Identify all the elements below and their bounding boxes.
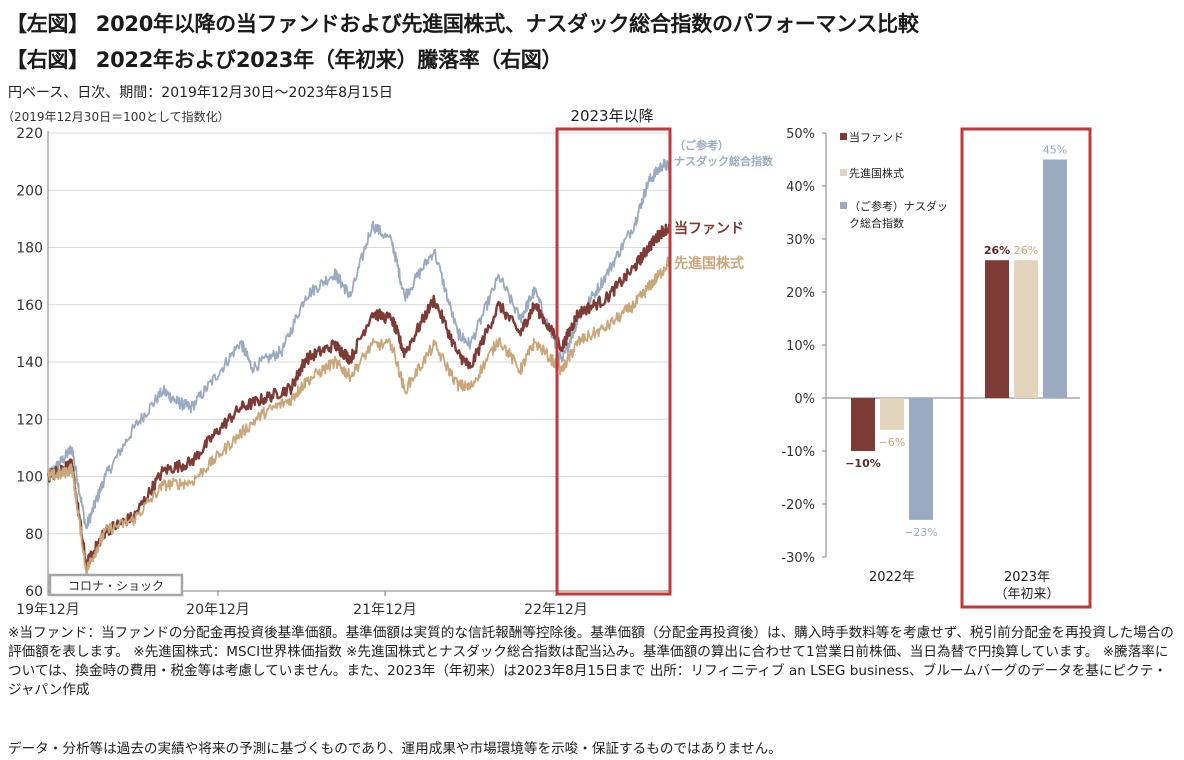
bar-y-tick-label: 30% (786, 233, 815, 248)
bar-y-tick-label: 0% (794, 392, 815, 407)
line-y-tick-label: 200 (16, 183, 43, 199)
bar-y-tick-label: 40% (786, 180, 815, 195)
line-y-tick-label: 140 (16, 355, 43, 371)
line-y-tick-label: 220 (16, 126, 43, 142)
line-x-tick-label: 20年12月 (186, 602, 250, 618)
line-series-2 (46, 222, 672, 571)
bar-y-tick-label: -10% (781, 445, 815, 460)
line-y-tick-label: 80 (25, 527, 43, 543)
bar-3-1 (909, 398, 933, 520)
bar-y-tick-label: 50% (786, 127, 815, 142)
line-y-tick-label: 100 (16, 470, 43, 486)
line-x-tick-label: 21年12月 (353, 602, 417, 618)
highlight-2023-box (555, 127, 672, 596)
bar-value-label: −23% (904, 526, 938, 539)
bar-3-2 (1043, 159, 1067, 398)
line-y-tick-label: 120 (16, 412, 43, 428)
highlight-2023-bar-box (960, 127, 1092, 609)
legend-label: 先進国株式 (849, 166, 904, 180)
legend-label: 当ファンド (849, 130, 904, 144)
bar-category-sublabel: （年初来） (994, 587, 1059, 602)
corona-label: コロナ・ショック (68, 579, 164, 593)
bar-2-2 (1014, 260, 1038, 398)
bar-chart: -30% -20% -10% 0% 10% 20% 30% 40% 50% −10% 26% −6% 2… (781, 127, 1092, 609)
legend-swatch (840, 133, 847, 140)
legend-label: ク総合指数 (849, 216, 904, 230)
legend-swatch (840, 202, 847, 209)
bar-y-tick-label: -20% (781, 498, 815, 513)
period-note: 円ベース、日次、期間：2019年12月30日～2023年8月15日 (8, 85, 393, 101)
bar-1-2 (985, 260, 1009, 398)
nasdaq-label-1: （ご参考） (674, 138, 729, 152)
corona-box (48, 573, 184, 597)
bar-1-1 (851, 398, 875, 451)
line-y-tick-label: 60 (25, 584, 43, 600)
bar-value-label: 45% (1043, 144, 1067, 157)
right-chart-title: 【右図】 2022年および2023年（年初来）騰落率（右図） (6, 48, 563, 72)
bar-value-label: −6% (879, 436, 906, 449)
left-chart-title: 【左図】 2020年以降の当ファンドおよび先進国株式、ナスダック総合指数のパフォ… (6, 12, 919, 36)
bar-2-1 (880, 398, 904, 430)
line-y-tick-label: 160 (16, 298, 43, 314)
legend-swatch (840, 169, 847, 176)
bar-value-label: 26% (984, 244, 1010, 257)
bar-category-label: 2022年 (869, 570, 915, 585)
developed-label: 先進国株式 (674, 255, 744, 272)
bar-y-tick-label: -30% (781, 551, 815, 566)
bar-value-label: 26% (1014, 244, 1038, 257)
disclaimer: データ・分析等は過去の実績や将来の予測に基づくものであり、運用成果や市場環境等を… (8, 741, 782, 757)
bar-category-label: 2023年 (1004, 570, 1050, 585)
footnote: ※当ファンド：当ファンドの分配金再投資後基準価額。基準価額は実質的な信託報酬等控… (8, 625, 1174, 698)
index-base-note: （2019年12月30日＝100として指数化） (2, 110, 230, 124)
line-y-tick-label: 180 (16, 241, 43, 257)
highlight-2023-label: 2023年以降 (570, 107, 653, 125)
line-chart: 60 80 100 120 140 160 180 200 220 19年12月 20年12月 21年… (16, 107, 774, 618)
line-x-tick-label: 22年12月 (524, 602, 588, 618)
bar-y-tick-label: 20% (786, 286, 815, 301)
fund-label: 当ファンド (674, 220, 744, 237)
nasdaq-label-2: ナスダック総合指数 (674, 154, 774, 168)
line-series-3 (47, 256, 671, 576)
legend-label: （ご参考）ナスダッ (849, 199, 948, 213)
line-x-tick-label: 19年12月 (16, 602, 80, 618)
line-series-1 (47, 158, 671, 529)
bar-y-tick-label: 10% (786, 339, 815, 354)
bar-value-label: −10% (845, 457, 881, 470)
